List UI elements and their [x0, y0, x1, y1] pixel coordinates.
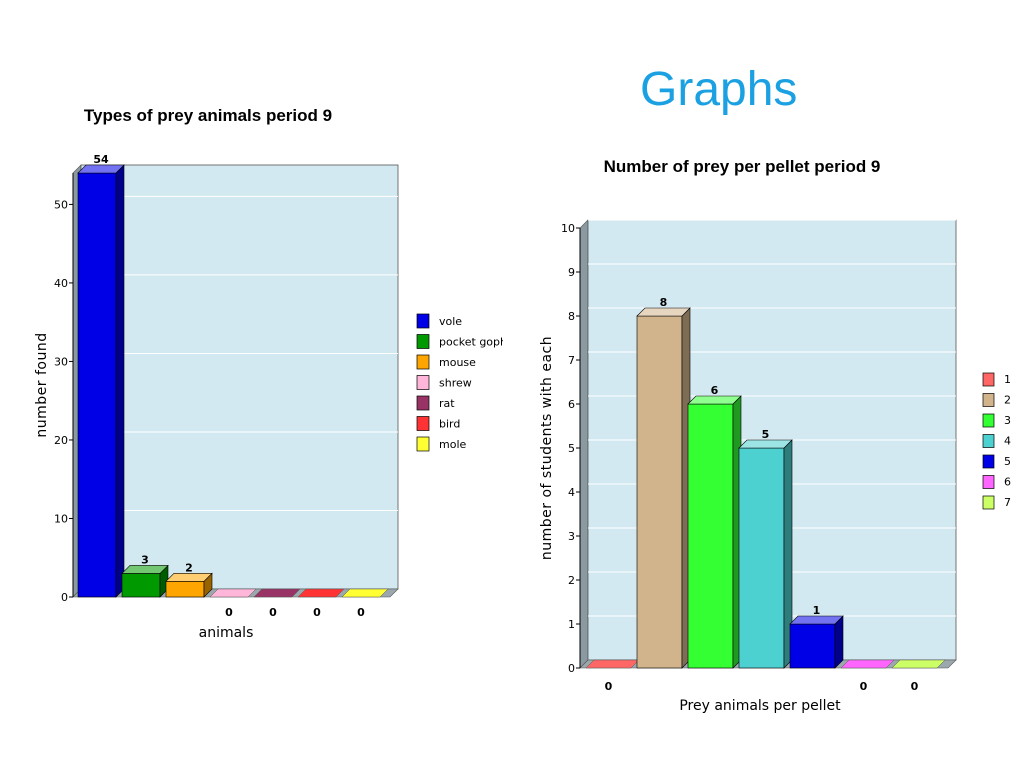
legend-label: shrew	[439, 377, 472, 390]
y-tick-label: 10	[54, 512, 68, 525]
bar-top	[789, 615, 844, 625]
bar-side	[115, 164, 125, 598]
legend-label: 2	[1004, 394, 1011, 407]
bar-side	[834, 615, 844, 669]
bar-top	[165, 572, 213, 582]
bar	[253, 588, 301, 598]
y-tick-label: 10	[561, 222, 575, 235]
bar-top	[687, 395, 742, 405]
legend: 1 2 3 4 5 6 7	[982, 372, 1011, 510]
data-label: 8	[660, 296, 668, 309]
slide-title: Graphs	[640, 63, 798, 116]
y-tick-label: 0	[61, 591, 68, 604]
y-tick-label: 9	[568, 266, 575, 279]
chart-title: Types of prey animals period 9	[84, 106, 332, 125]
legend-swatch	[982, 495, 995, 510]
x-axis-label: Prey animals per pellet	[679, 698, 841, 714]
bar	[789, 623, 836, 669]
bar	[840, 659, 895, 669]
bar	[121, 573, 161, 598]
chart-title: Number of prey per pellet period 9	[604, 157, 881, 176]
legend-swatch	[416, 334, 430, 349]
legend-label: 7	[1004, 496, 1011, 509]
bar	[891, 659, 946, 669]
bar	[209, 588, 257, 598]
bar	[585, 659, 640, 669]
bar	[687, 403, 734, 669]
legend-label: mouse	[439, 356, 476, 369]
data-label: 0	[911, 680, 919, 693]
legend-label: vole	[439, 315, 462, 328]
legend-swatch	[982, 413, 995, 428]
legend-swatch	[982, 475, 995, 489]
legend: vole pocket goph mouse shrew rat bird mole	[416, 313, 507, 452]
bar-top	[121, 565, 169, 574]
bar-top	[738, 439, 793, 449]
bar	[636, 315, 683, 669]
bar	[738, 447, 785, 669]
legend-swatch	[416, 436, 430, 452]
legend-swatch	[982, 393, 995, 407]
y-tick-label: 30	[54, 355, 68, 368]
y-axis-label: number found	[34, 332, 50, 437]
bar	[165, 580, 205, 598]
y-tick-label: 5	[568, 442, 575, 455]
data-label: 5	[762, 428, 770, 441]
bar	[297, 588, 345, 598]
legend-swatch	[416, 395, 430, 411]
bar-top	[636, 307, 691, 317]
chart-1: Types of prey animals period 90102030405…	[34, 106, 507, 641]
data-label: 0	[357, 606, 365, 619]
legend-label: pocket goph	[439, 336, 507, 349]
legend-label: mole	[439, 438, 467, 451]
data-label: 0	[605, 680, 613, 693]
legend-swatch	[982, 372, 995, 387]
legend-label: 1	[1004, 373, 1011, 386]
y-tick-label: 4	[568, 486, 575, 499]
legend-label: 6	[1004, 476, 1011, 489]
y-axis-label: number of students with each	[539, 336, 555, 560]
bar	[77, 172, 117, 598]
legend-label: 4	[1004, 435, 1011, 448]
data-label: 0	[860, 680, 868, 693]
plot-area	[80, 164, 399, 590]
left-wall	[579, 219, 589, 669]
data-label: 1	[813, 604, 821, 617]
y-tick-label: 6	[568, 398, 575, 411]
chart-2: Number of prey per pellet period 9 0 1 2 3 4 5…	[539, 157, 1011, 714]
y-tick-label: 50	[54, 198, 68, 211]
data-label: 6	[711, 384, 719, 397]
legend-label: rat	[439, 397, 455, 410]
legend-swatch	[982, 434, 995, 448]
legend-swatch	[416, 313, 430, 329]
y-tick-label: 7	[568, 354, 575, 367]
bar	[341, 588, 389, 598]
legend-swatch	[416, 375, 430, 390]
y-tick-label: 1	[568, 618, 575, 631]
legend-label: 3	[1004, 414, 1011, 427]
legend-label: bird	[439, 418, 460, 431]
y-tick-label: 8	[568, 310, 575, 323]
y-tick-label: 20	[54, 434, 68, 447]
legend-label: 5	[1004, 455, 1011, 468]
bar-top	[77, 164, 125, 174]
data-label: 0	[269, 606, 277, 619]
legend-swatch	[416, 416, 430, 431]
data-label: 3	[141, 553, 149, 566]
y-tick-label: 2	[568, 574, 575, 587]
legend-swatch	[416, 354, 430, 370]
y-tick-label: 3	[568, 530, 575, 543]
data-label: 0	[313, 606, 321, 619]
y-tick-label: 40	[54, 277, 68, 290]
y-tick-label: 0	[568, 662, 575, 675]
data-label: 2	[185, 561, 193, 574]
data-label: 54	[93, 153, 109, 166]
data-label: 0	[225, 606, 233, 619]
legend-swatch	[982, 454, 995, 469]
x-axis-label: animals	[199, 625, 254, 641]
